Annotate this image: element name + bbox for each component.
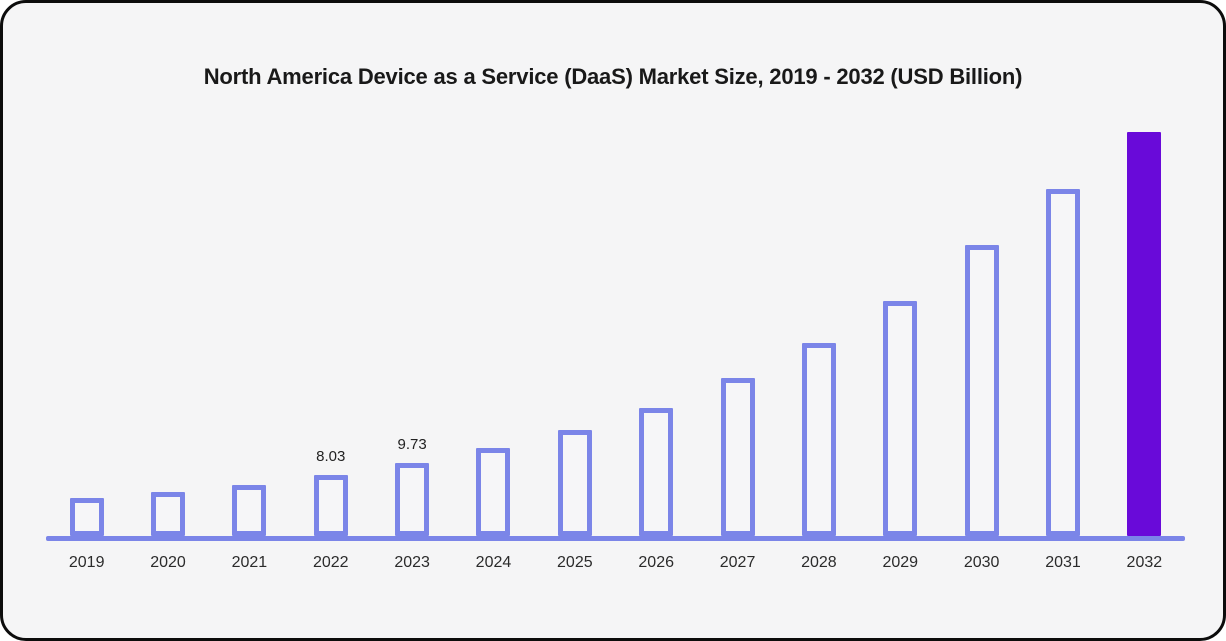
bar-2023 (395, 463, 430, 536)
bar-2020 (151, 492, 186, 536)
bar-column-2028 (778, 121, 859, 536)
bar-2032 (1127, 132, 1162, 536)
bar-value-label-2023: 9.73 (397, 436, 427, 453)
bar-column-2019 (46, 121, 127, 536)
plot-area: 8.03 9.73 (46, 121, 1185, 536)
bar-column-2021 (209, 121, 290, 536)
bar-column-2032 (1104, 121, 1185, 536)
x-tick-label-2030: 2030 (963, 554, 1000, 571)
bar-2026 (639, 408, 674, 536)
x-tick-label-2019: 2019 (68, 554, 105, 571)
x-axis-line (46, 536, 1185, 541)
x-tick-label-2021: 2021 (231, 554, 268, 571)
x-axis-ticks: 2019 2020 2021 2022 2023 2024 2025 2026 2027 2028… (46, 554, 1185, 572)
x-tick-label-2028: 2028 (801, 554, 837, 571)
bar-2019 (69, 498, 104, 536)
bar-2025 (557, 430, 592, 536)
bar-2027 (720, 378, 755, 536)
bar-chart: 8.03 9.73 2019 2020 2021 2022 2023 2024 2025 202… (46, 121, 1185, 572)
bar-value-label-2022: 8.03 (316, 448, 346, 465)
bar-column-2022: 8.03 (290, 121, 371, 536)
bar-2030 (964, 245, 999, 536)
chart-title: North America Device as a Service (DaaS)… (203, 64, 1023, 89)
x-tick-label-2026: 2026 (638, 554, 674, 571)
bar-column-2023: 9.73 (371, 121, 452, 536)
bar-column-2026 (616, 121, 697, 536)
x-tick-label-2025: 2025 (557, 554, 593, 571)
bar-column-2024 (453, 121, 534, 536)
bar-column-2025 (534, 121, 615, 536)
x-tick-label-2020: 2020 (150, 554, 186, 571)
bar-2024 (476, 448, 511, 536)
x-tick-label-2032: 2032 (1126, 554, 1163, 571)
bar-2022 (313, 475, 348, 536)
x-tick-label-2022: 2022 (312, 554, 349, 571)
bar-column-2027 (697, 121, 778, 536)
x-tick-label-2027: 2027 (719, 554, 756, 571)
bar-2021 (232, 485, 267, 536)
bar-2031 (1045, 189, 1080, 536)
bar-2029 (883, 301, 918, 536)
x-tick-label-2024: 2024 (475, 554, 512, 571)
bar-column-2031 (1022, 121, 1103, 536)
x-tick-label-2023: 2023 (394, 554, 430, 571)
x-tick-label-2031: 2031 (1045, 554, 1081, 571)
bar-column-2029 (860, 121, 941, 536)
bar-2028 (801, 343, 836, 536)
bar-column-2030 (941, 121, 1022, 536)
bar-column-2020 (127, 121, 208, 536)
x-tick-label-2029: 2029 (882, 554, 919, 571)
